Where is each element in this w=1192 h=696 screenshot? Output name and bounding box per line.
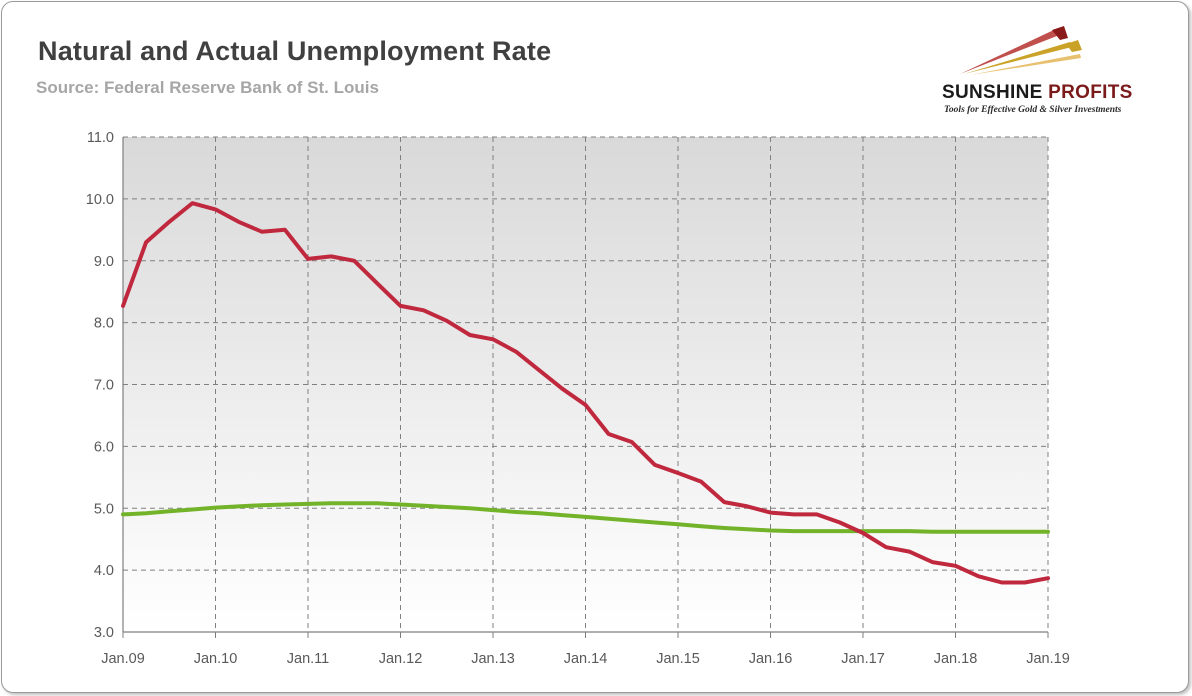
x-tick-label: Jan.12 — [379, 651, 423, 667]
axes — [122, 137, 1049, 638]
y-tick-label: 5.0 — [94, 501, 114, 517]
logo-tagline: Tools for Effective Gold & Silver Invest… — [944, 105, 1122, 115]
sunshine-rays-icon — [960, 26, 1082, 75]
y-tick-label: 4.0 — [94, 563, 114, 579]
actual-unemployment-line — [121, 201, 1050, 585]
y-tick-label: 9.0 — [94, 254, 114, 270]
y-tick-label: 6.0 — [94, 439, 114, 455]
x-tick-label: Jan.19 — [1026, 651, 1070, 667]
x-tick-label: Jan.16 — [749, 651, 793, 667]
x-tick-label: Jan.14 — [564, 651, 608, 667]
y-tick-label: 3.0 — [94, 625, 114, 641]
x-tick-label: Jan.15 — [656, 651, 700, 667]
x-tick-label: Jan.13 — [471, 651, 515, 667]
x-tick-label: Jan.17 — [841, 651, 885, 667]
y-tick-label: 11.0 — [87, 130, 114, 146]
series-lines — [121, 201, 1050, 585]
tick-labels: 3.0 4.0 5.0 6.0 7.0 8.0 9.0 10.0 11.0 Jan.09 Jan.1… — [86, 130, 1070, 667]
gridlines — [123, 136, 1049, 632]
y-tick-label: 7.0 — [94, 378, 114, 394]
x-tick-label: Jan.09 — [101, 651, 145, 667]
y-tick-label: 10.0 — [86, 192, 114, 208]
x-tick-label: Jan.11 — [287, 651, 329, 667]
sunshine-profits-logo: SUNSHINE PROFITS Tools for Effective Gol… — [930, 18, 1175, 118]
y-tick-label: 8.0 — [94, 316, 114, 332]
chart-title: Natural and Actual Unemployment Rate — [38, 36, 552, 66]
natural-unemployment-line — [121, 501, 1050, 534]
x-tick-label: Jan.18 — [934, 651, 978, 667]
chart-subtitle: Source: Federal Reserve Bank of St. Loui… — [36, 78, 379, 97]
logo-name: SUNSHINE PROFITS — [942, 82, 1133, 103]
x-tick-label: Jan.10 — [194, 651, 238, 667]
